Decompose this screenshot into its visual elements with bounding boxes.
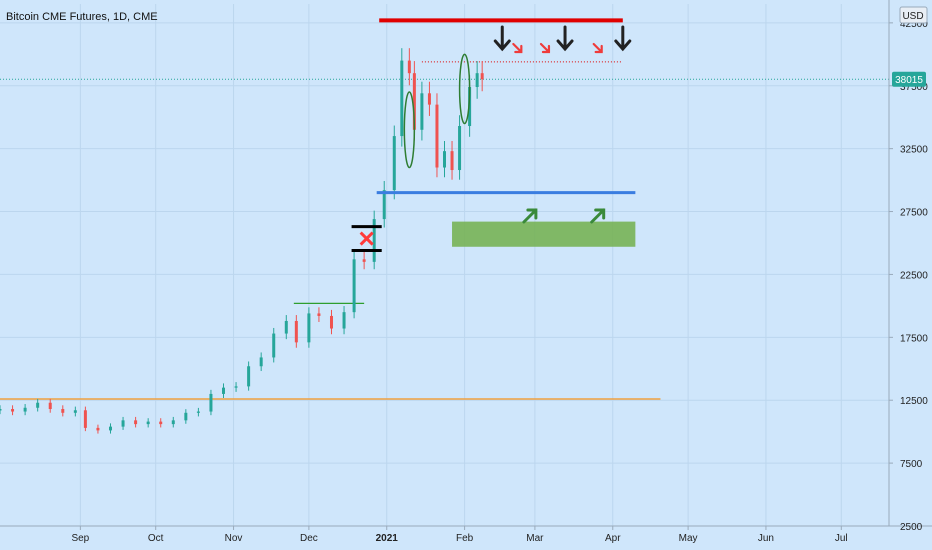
candle-body: [392, 136, 396, 191]
small-down-arrow-icon: [512, 42, 523, 54]
x-tick-label: May: [679, 533, 698, 544]
candle-body: [184, 412, 188, 421]
grid: [0, 4, 889, 527]
x-tick-label: 2021: [376, 533, 399, 544]
last-price-label: 38015: [895, 75, 923, 86]
currency-badge[interactable]: USD: [899, 6, 928, 24]
candle-body: [412, 73, 416, 130]
x-tick-label: Mar: [526, 533, 544, 544]
annotations-front: [351, 18, 636, 253]
candle-body: [342, 312, 346, 329]
candle-body: [134, 420, 138, 425]
down-arrow-icon: [493, 25, 511, 52]
x-tick-label: Feb: [456, 533, 474, 544]
down-arrow-icon: [614, 25, 632, 52]
price-axis[interactable]: 2500 7500 12500 17500 22500 27500 32500 37500 42…: [889, 19, 928, 533]
candle-body: [23, 407, 27, 412]
candle-body: [420, 93, 424, 130]
candle-body: [259, 357, 263, 367]
candle-body: [294, 320, 298, 343]
highlight-oval: [403, 91, 416, 169]
candle-body: [480, 73, 484, 80]
down-arrow-icon: [556, 25, 574, 52]
candle-body: [443, 151, 446, 168]
candle-body: [450, 151, 454, 171]
up-arrow-icon: [522, 208, 538, 224]
candle-body: [159, 421, 163, 425]
y-tick-label: 32500: [900, 145, 928, 156]
candle-body: [362, 259, 366, 262]
candle-body: [36, 402, 40, 408]
candle-body: [382, 190, 386, 220]
candle-body: [427, 93, 431, 105]
chart-title: Bitcoin CME Futures, 1D, CME: [6, 11, 158, 23]
candle-body: [108, 426, 112, 431]
x-tick-label: Apr: [605, 533, 621, 544]
y-tick-label: 42500: [900, 19, 928, 30]
x-tick-label: Jul: [835, 533, 848, 544]
y-tick-label: 2500: [900, 522, 923, 533]
up-arrow-icon: [590, 208, 606, 224]
time-axis[interactable]: Sep Oct Nov Dec 2021 Feb Mar Apr May Jun Jul: [71, 526, 848, 544]
candle-body: [61, 409, 65, 413]
candle-body: [435, 104, 439, 168]
x-tick-label: Jun: [758, 533, 774, 544]
candle-body: [352, 259, 356, 313]
candle-body: [121, 420, 125, 427]
candle-body: [48, 402, 52, 410]
x-tick-label: Dec: [300, 533, 318, 544]
small-down-arrow-icon: [592, 42, 603, 54]
y-tick-label: 37500: [900, 82, 928, 93]
small-down-arrow-icon: [539, 42, 551, 54]
x-tick-label: Oct: [148, 533, 164, 544]
candle-body: [0, 409, 2, 411]
candle-body: [247, 366, 251, 387]
candle-body: [234, 386, 238, 388]
candle-body: [407, 60, 411, 74]
candle-body: [372, 219, 376, 262]
candle-body: [171, 420, 175, 425]
candle-body: [222, 387, 226, 394]
y-tick-label: 22500: [900, 270, 928, 281]
candle-body: [284, 320, 288, 334]
candle-body: [146, 421, 150, 425]
candle-body: [400, 60, 404, 137]
y-tick-label: 12500: [900, 396, 928, 407]
candle-body: [329, 315, 333, 329]
y-tick-label: 27500: [900, 208, 928, 219]
candle-body: [317, 313, 321, 316]
candle-body: [272, 333, 276, 358]
support-zone: [452, 221, 636, 247]
candle-body: [11, 409, 15, 412]
candle-body: [475, 73, 479, 88]
candle-body: [96, 427, 100, 431]
candle-body: [209, 393, 213, 412]
x-tick-label: Nov: [225, 533, 243, 544]
y-tick-label: 7500: [900, 459, 923, 470]
highlight-oval: [458, 53, 471, 125]
x-tick-label: Sep: [71, 533, 89, 544]
candle-body: [73, 410, 77, 413]
candle-body: [307, 313, 311, 343]
last-price-badge: 38015: [892, 71, 926, 87]
annotations-back: [0, 61, 889, 400]
currency-label: USD: [902, 11, 923, 22]
reject-x-icon: [359, 231, 374, 246]
candle-body: [458, 126, 462, 171]
candle-body: [83, 410, 87, 428]
candle-body: [196, 411, 200, 413]
y-tick-label: 17500: [900, 333, 928, 344]
